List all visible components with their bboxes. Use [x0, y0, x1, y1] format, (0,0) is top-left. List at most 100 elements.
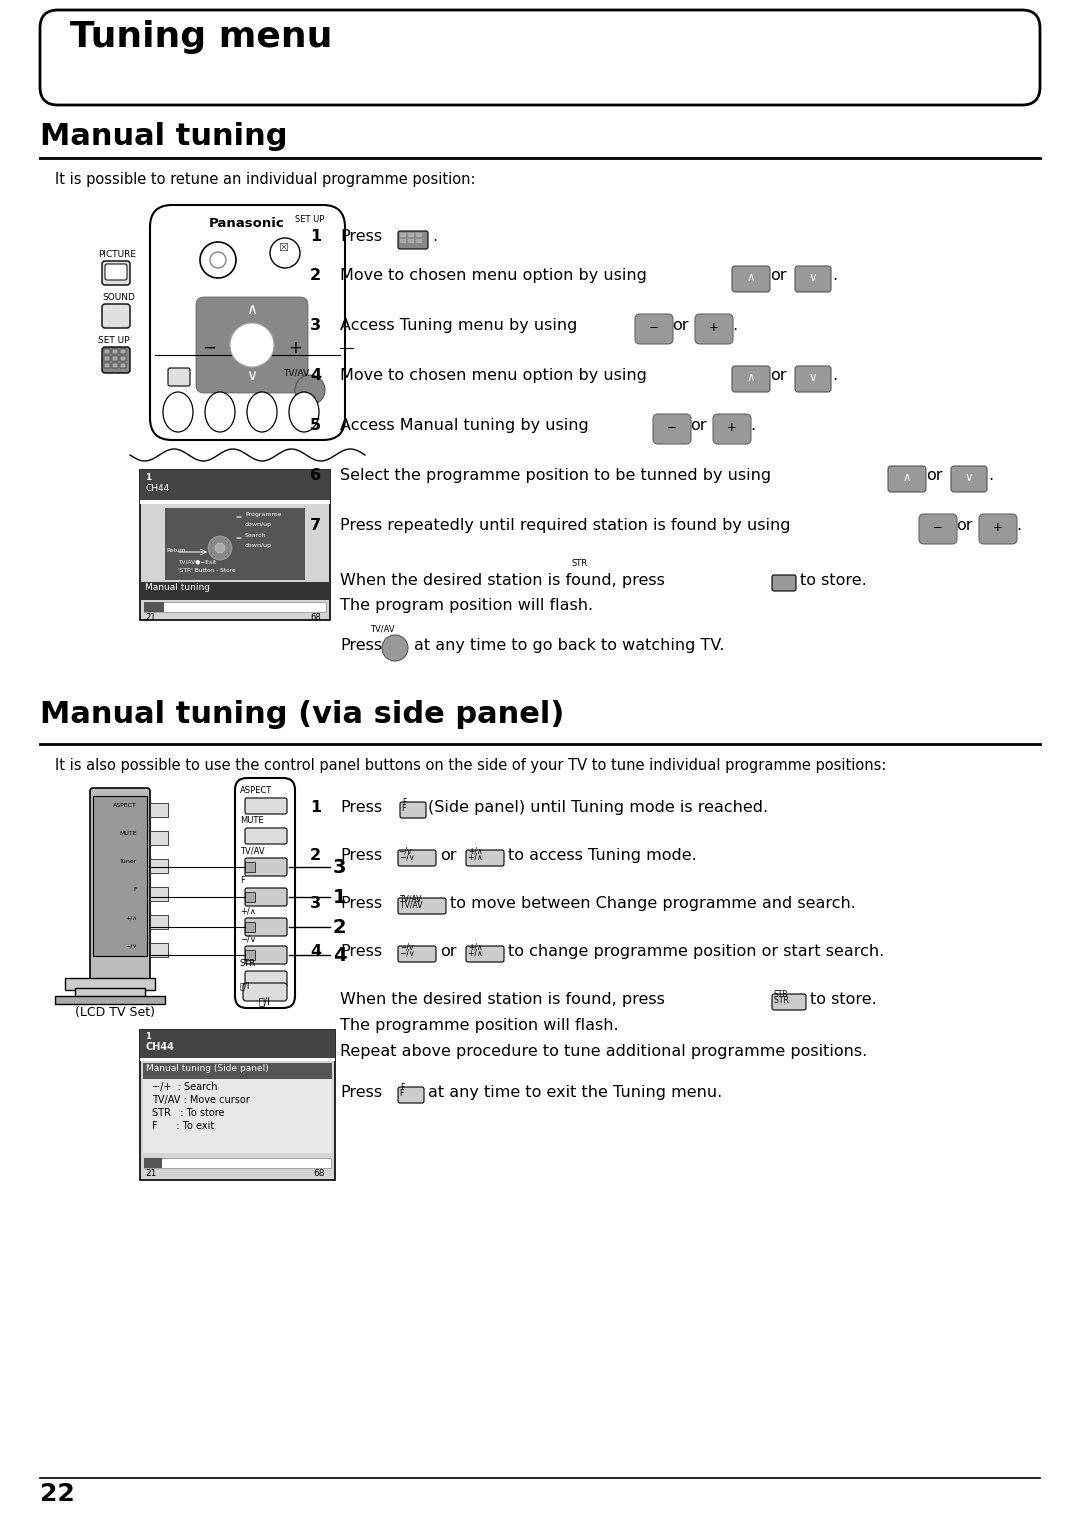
Text: Move to chosen menu option by using: Move to chosen menu option by using	[340, 267, 647, 283]
Bar	[144, 1158, 162, 1167]
Text: When the desired station is found, press: When the desired station is found, press	[340, 573, 665, 588]
Text: or: or	[770, 368, 786, 384]
Text: MUTE: MUTE	[120, 831, 137, 836]
Circle shape	[270, 238, 300, 267]
Text: ∨: ∨	[809, 270, 818, 284]
Bar	[140, 1030, 335, 1180]
Text: −/∨: −/∨	[400, 947, 419, 957]
Bar	[140, 582, 330, 601]
Text: ∧: ∧	[246, 303, 257, 318]
Text: STR: STR	[572, 559, 589, 568]
Text: Press repeatedly until required station is found by using: Press repeatedly until required station …	[340, 518, 791, 533]
Text: TV/AV : Move cursor: TV/AV : Move cursor	[152, 1096, 249, 1105]
Text: Panasonic: Panasonic	[210, 217, 285, 231]
Bar	[143, 1063, 332, 1079]
Text: ∧: ∧	[903, 471, 912, 484]
FancyBboxPatch shape	[795, 367, 831, 393]
Text: +: +	[710, 321, 719, 335]
Text: ASPECT: ASPECT	[240, 785, 272, 795]
Bar	[65, 978, 156, 990]
FancyBboxPatch shape	[978, 513, 1017, 544]
Bar	[408, 232, 414, 237]
Text: PICTURE: PICTURE	[98, 251, 136, 260]
Bar	[150, 886, 168, 902]
FancyBboxPatch shape	[635, 313, 673, 344]
Bar	[140, 471, 330, 620]
Bar	[408, 238, 414, 243]
Bar	[150, 804, 168, 817]
Bar	[104, 364, 110, 368]
Text: down/up: down/up	[245, 523, 272, 527]
FancyBboxPatch shape	[245, 798, 287, 814]
Text: 1: 1	[145, 474, 151, 481]
Bar	[104, 348, 110, 354]
Text: ∧: ∧	[746, 270, 755, 284]
Text: −/∨: −/∨	[400, 853, 419, 860]
Text: at any time to exit the Tuning menu.: at any time to exit the Tuning menu.	[428, 1085, 723, 1100]
Text: Press: Press	[340, 895, 382, 911]
Bar	[150, 943, 168, 957]
FancyBboxPatch shape	[732, 367, 770, 393]
Text: .: .	[832, 368, 837, 384]
Text: .: .	[750, 419, 755, 432]
Text: Repeat above procedure to tune additional programme positions.: Repeat above procedure to tune additiona…	[340, 1044, 867, 1059]
Text: .: .	[432, 229, 437, 244]
FancyBboxPatch shape	[102, 347, 130, 373]
Bar	[140, 500, 330, 504]
Circle shape	[200, 241, 237, 278]
FancyBboxPatch shape	[150, 205, 345, 440]
Text: It is also possible to use the control panel buttons on the side of your TV to t: It is also possible to use the control p…	[55, 758, 887, 773]
Text: 2: 2	[310, 267, 321, 283]
Text: −: −	[649, 321, 659, 335]
Bar	[112, 356, 118, 361]
Text: 3: 3	[310, 318, 321, 333]
Text: Search: Search	[245, 533, 267, 538]
Text: ☒: ☒	[278, 243, 288, 254]
Text: ⏻/I: ⏻/I	[259, 996, 271, 1005]
Text: Tuning menu: Tuning menu	[70, 20, 333, 53]
Text: 4: 4	[310, 368, 321, 384]
Text: or: or	[926, 468, 943, 483]
Text: The programme position will flash.: The programme position will flash.	[340, 1018, 619, 1033]
FancyBboxPatch shape	[951, 466, 987, 492]
Text: 'STR' Button - Store: 'STR' Button - Store	[178, 568, 235, 573]
FancyBboxPatch shape	[245, 946, 287, 964]
Circle shape	[215, 542, 225, 553]
Bar	[416, 232, 422, 237]
Text: ⏻/I: ⏻/I	[240, 981, 251, 990]
Text: F: F	[133, 886, 137, 892]
Text: or: or	[770, 267, 786, 283]
Text: 6: 6	[310, 468, 321, 483]
Text: +/∧: +/∧	[468, 947, 487, 957]
Text: +/∧: +/∧	[125, 915, 137, 920]
Text: or: or	[440, 848, 457, 863]
FancyBboxPatch shape	[465, 946, 504, 963]
Text: F: F	[402, 804, 411, 813]
Text: 3: 3	[310, 895, 321, 911]
Text: to move between Change programme and search.: to move between Change programme and sea…	[450, 895, 855, 911]
Text: Manual tuning: Manual tuning	[40, 122, 287, 151]
FancyBboxPatch shape	[245, 918, 287, 937]
Bar	[416, 238, 422, 243]
Text: +: +	[994, 521, 1003, 533]
FancyBboxPatch shape	[732, 266, 770, 292]
Text: −: −	[933, 521, 943, 533]
Ellipse shape	[205, 393, 235, 432]
Bar	[150, 831, 168, 845]
Text: Manual tuning: Manual tuning	[145, 584, 210, 591]
Text: .: .	[1016, 518, 1021, 533]
FancyBboxPatch shape	[245, 828, 287, 843]
Bar	[55, 996, 165, 1004]
FancyBboxPatch shape	[465, 850, 504, 866]
FancyBboxPatch shape	[400, 802, 426, 817]
FancyBboxPatch shape	[888, 466, 926, 492]
Bar	[120, 364, 126, 368]
Text: ∧: ∧	[746, 371, 755, 384]
Text: 1: 1	[145, 1031, 151, 1041]
Bar	[150, 915, 168, 929]
Text: STR: STR	[774, 996, 792, 1005]
Bar	[140, 1030, 335, 1057]
Text: 1: 1	[333, 888, 347, 908]
Text: (LCD TV Set): (LCD TV Set)	[75, 1005, 156, 1019]
Text: +/∧: +/∧	[468, 941, 483, 950]
